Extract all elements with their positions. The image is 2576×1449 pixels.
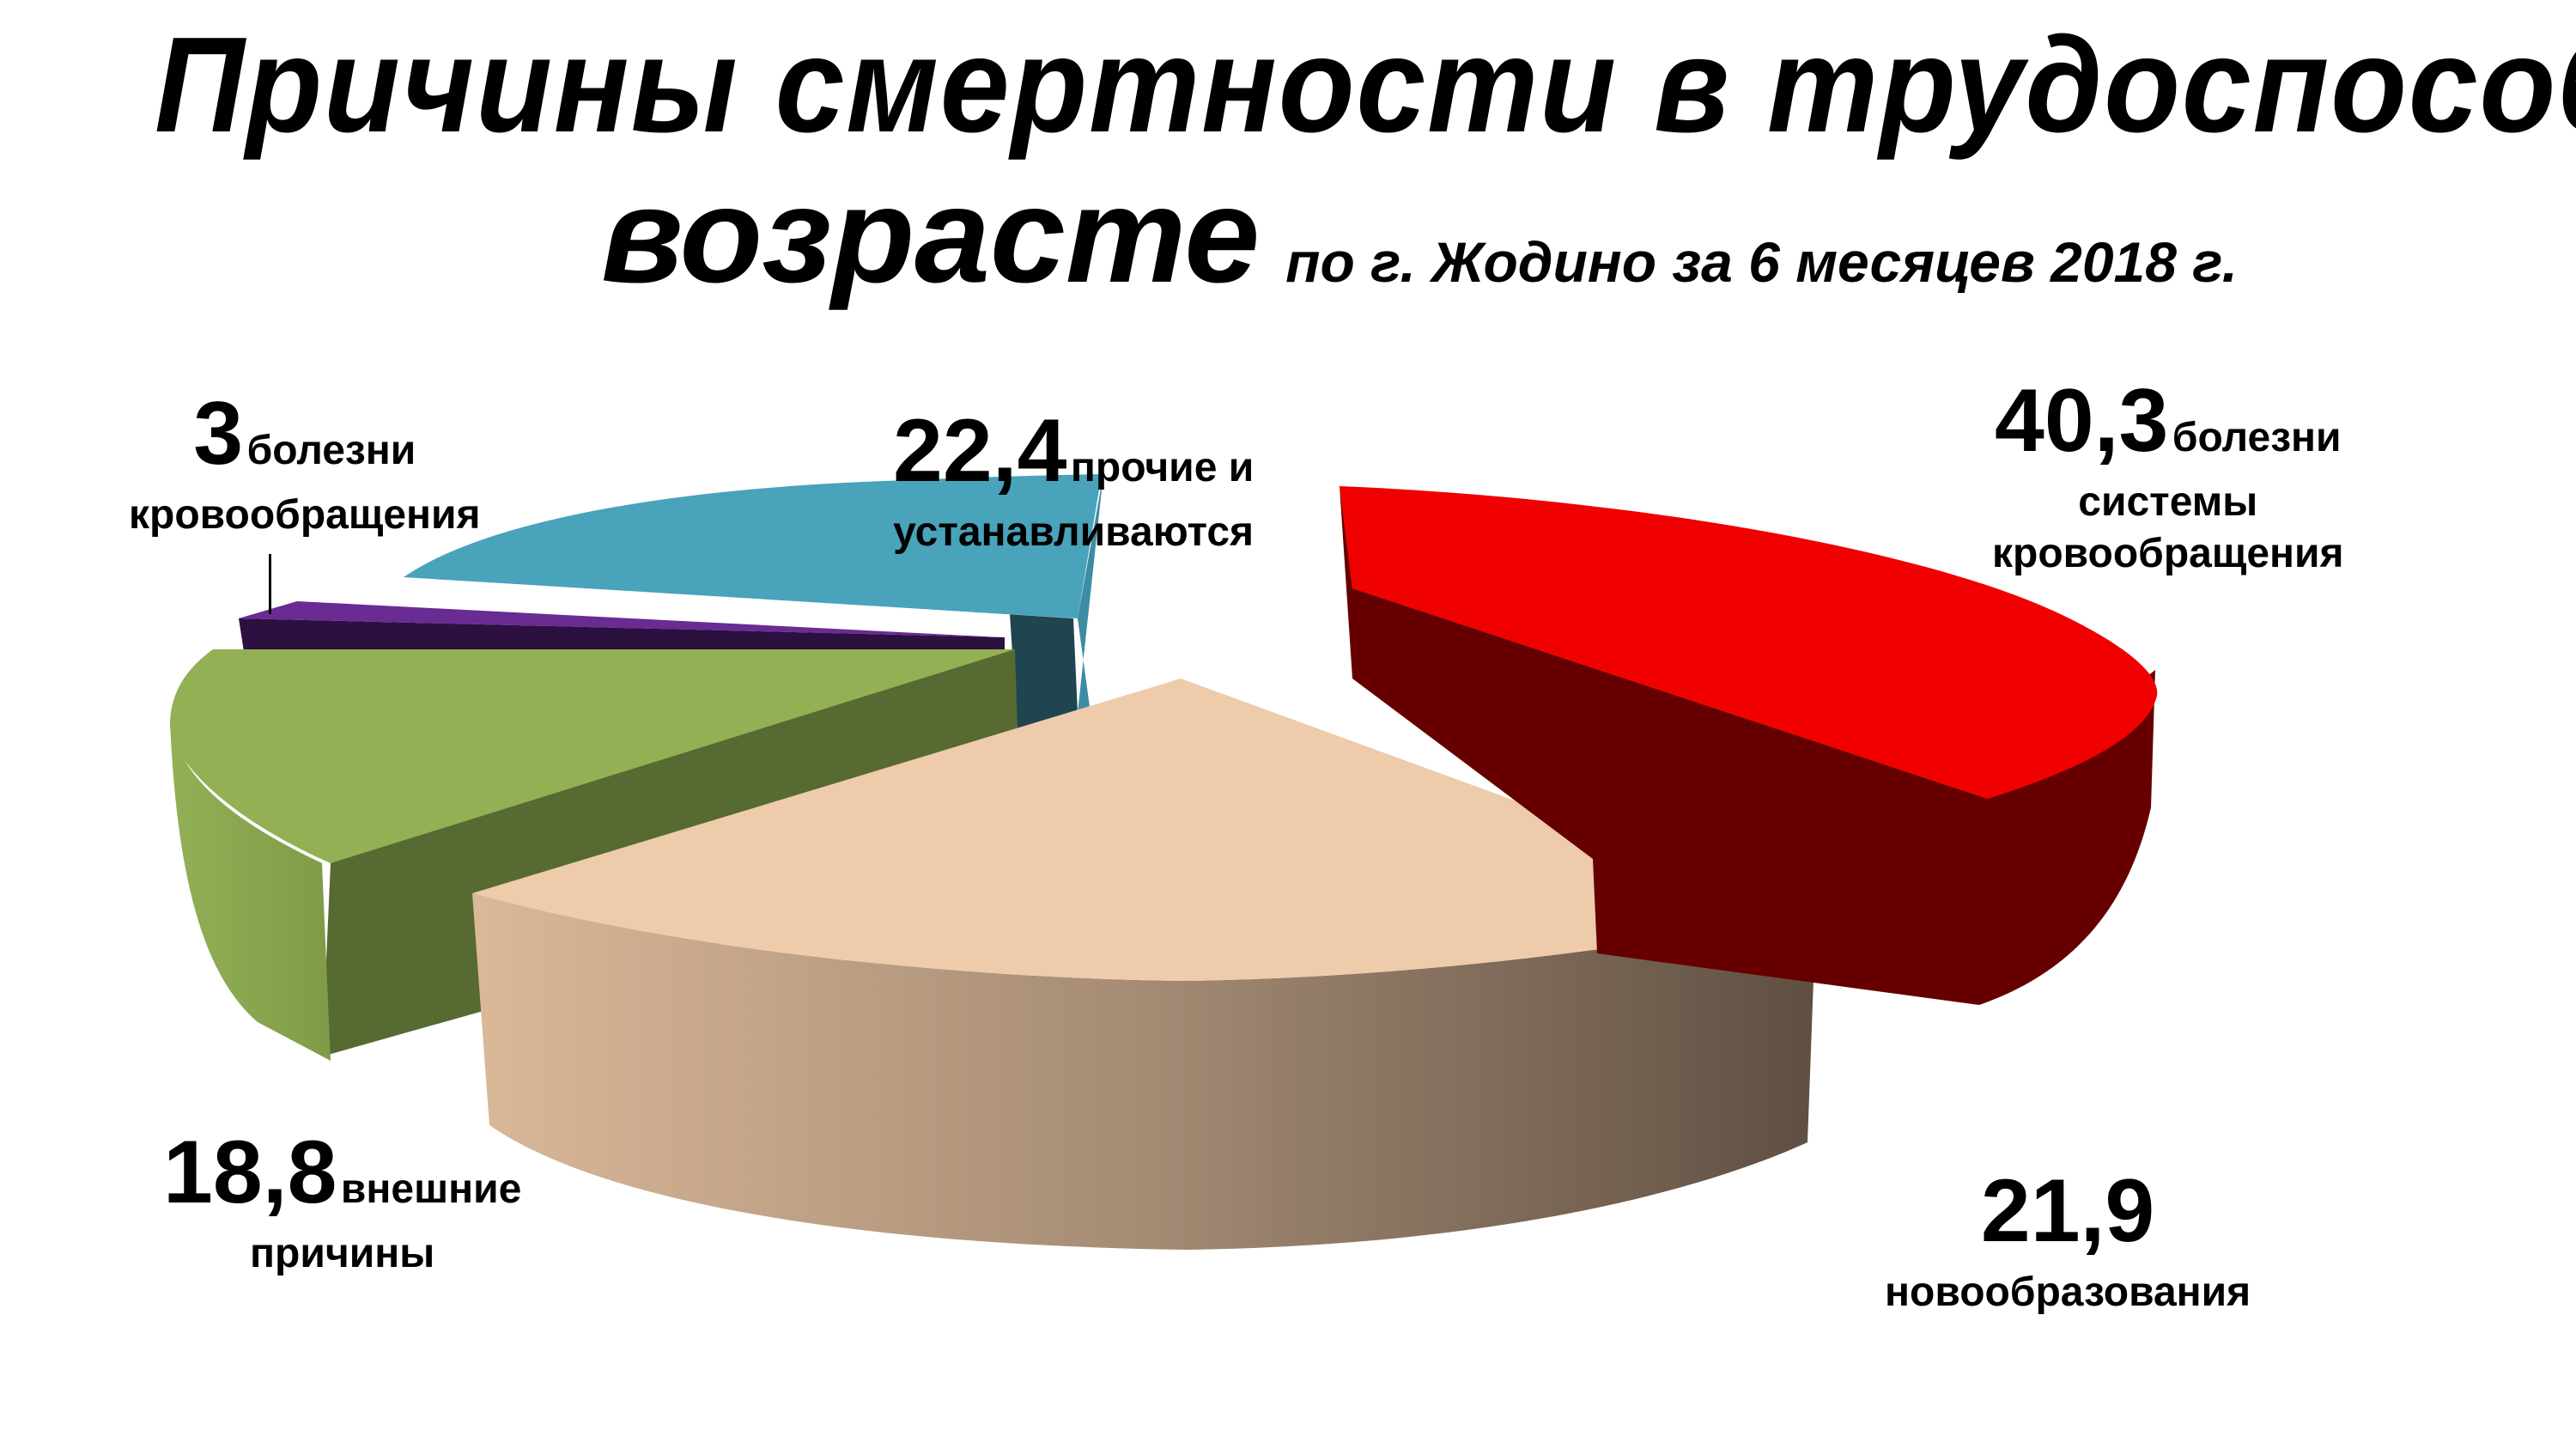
label-text: болезни [246, 428, 416, 473]
slice-neoplasms [472, 679, 1816, 1250]
slice-circulatory [1340, 486, 2158, 1005]
label-text: внешние [340, 1166, 522, 1212]
slice-other [404, 474, 1103, 730]
chart-title-word: возрасте [601, 160, 1261, 311]
label-value: 21,9 [1980, 1161, 2155, 1261]
label-value: 3 [193, 384, 244, 484]
chart-title-line2: возрасте по г. Жодино за 6 месяцев 2018 г… [601, 167, 2238, 303]
label-text: причины [250, 1231, 435, 1276]
label-text: болезни [2172, 415, 2342, 460]
label-text: устанавливаются [893, 509, 1255, 555]
label-circulatory: 40,3 болезни системы кровообращения [1992, 365, 2344, 580]
label-value: 40,3 [1994, 371, 2169, 471]
label-text: кровообращения [129, 492, 481, 538]
chart-subtitle: по г. Жодино за 6 месяцев 2018 г. [1285, 230, 2238, 294]
label-value: 22,4 [893, 401, 1067, 501]
label-neoplasms: 21,9 новообразования [1885, 1155, 2251, 1318]
label-text: прочие и [1070, 445, 1255, 490]
label-text: системы [2078, 479, 2258, 525]
chart-title: Причины смертности в трудоспособном [155, 9, 2576, 161]
label-circ-small: 3 болезни кровообращения [129, 378, 481, 541]
slice-circ-small [239, 601, 1005, 657]
label-text: кровообращения [1992, 531, 2344, 576]
label-text: новообразования [1885, 1269, 2251, 1315]
label-value: 18,8 [163, 1123, 337, 1222]
label-other: 22,4 прочие и устанавливаются [893, 395, 1254, 558]
leader-line [269, 554, 271, 614]
label-external: 18,8 внешние причины [163, 1117, 521, 1280]
